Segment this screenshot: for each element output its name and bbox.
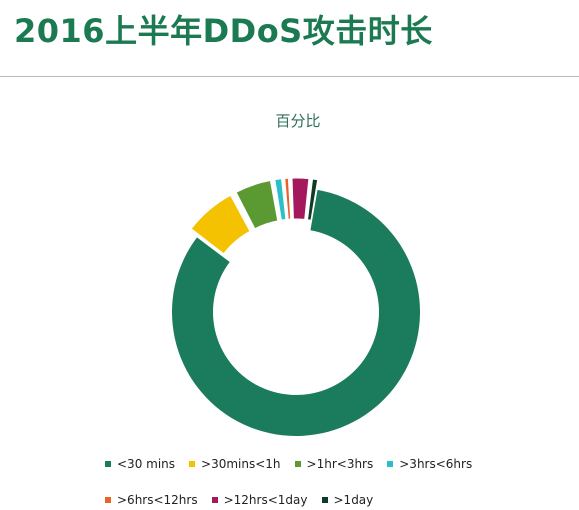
legend-label: >6hrs<12hrs (117, 493, 198, 507)
legend-swatch (105, 461, 111, 467)
chart-legend: <30 mins >30mins<1h >1hr<3hrs >3hrs<6hrs >6… (105, 454, 525, 510)
legend-swatch (321, 497, 328, 503)
legend-swatch (211, 497, 218, 503)
legend-swatch (294, 461, 301, 467)
legend-label: >12hrs<1day (223, 493, 308, 507)
legend-item: >1hr<3hrs (294, 457, 374, 471)
donut-slice-1 (190, 194, 251, 255)
legend-swatch (387, 461, 394, 467)
legend-item: <30 mins (105, 457, 175, 471)
page-title: 2016上半年DDoS攻击时长 (14, 12, 433, 50)
legend-item: >3hrs<6hrs (387, 457, 472, 471)
title-divider (0, 76, 579, 77)
legend-item: >12hrs<1day (211, 493, 308, 507)
legend-label: >1hr<3hrs (306, 457, 374, 471)
donut-slice-5 (291, 177, 310, 220)
legend-label: <30 mins (117, 457, 176, 471)
donut-chart: 百分比 (171, 112, 420, 436)
donut-slice-3 (274, 178, 287, 221)
legend-swatch (189, 461, 196, 467)
legend-label: >1day (333, 493, 374, 507)
chart-title: 百分比 (275, 112, 320, 130)
donut-slice-0 (171, 189, 420, 436)
legend-item: >1day (321, 493, 374, 507)
donut-slice-2 (235, 179, 279, 230)
legend-row: <30 mins >30mins<1h >1hr<3hrs >3hrs<6hrs (105, 454, 525, 474)
donut-slice-6 (306, 178, 319, 221)
donut-slices (171, 177, 420, 436)
legend-item: >30mins<1h (189, 457, 281, 471)
legend-label: >3hrs<6hrs (399, 457, 473, 471)
legend-item: >6hrs<12hrs (105, 493, 198, 507)
legend-swatch (105, 497, 111, 503)
donut-slice-4 (284, 177, 292, 220)
legend-row: >6hrs<12hrs >12hrs<1day >1day (105, 490, 525, 510)
legend-label: >30mins<1h (201, 457, 281, 471)
